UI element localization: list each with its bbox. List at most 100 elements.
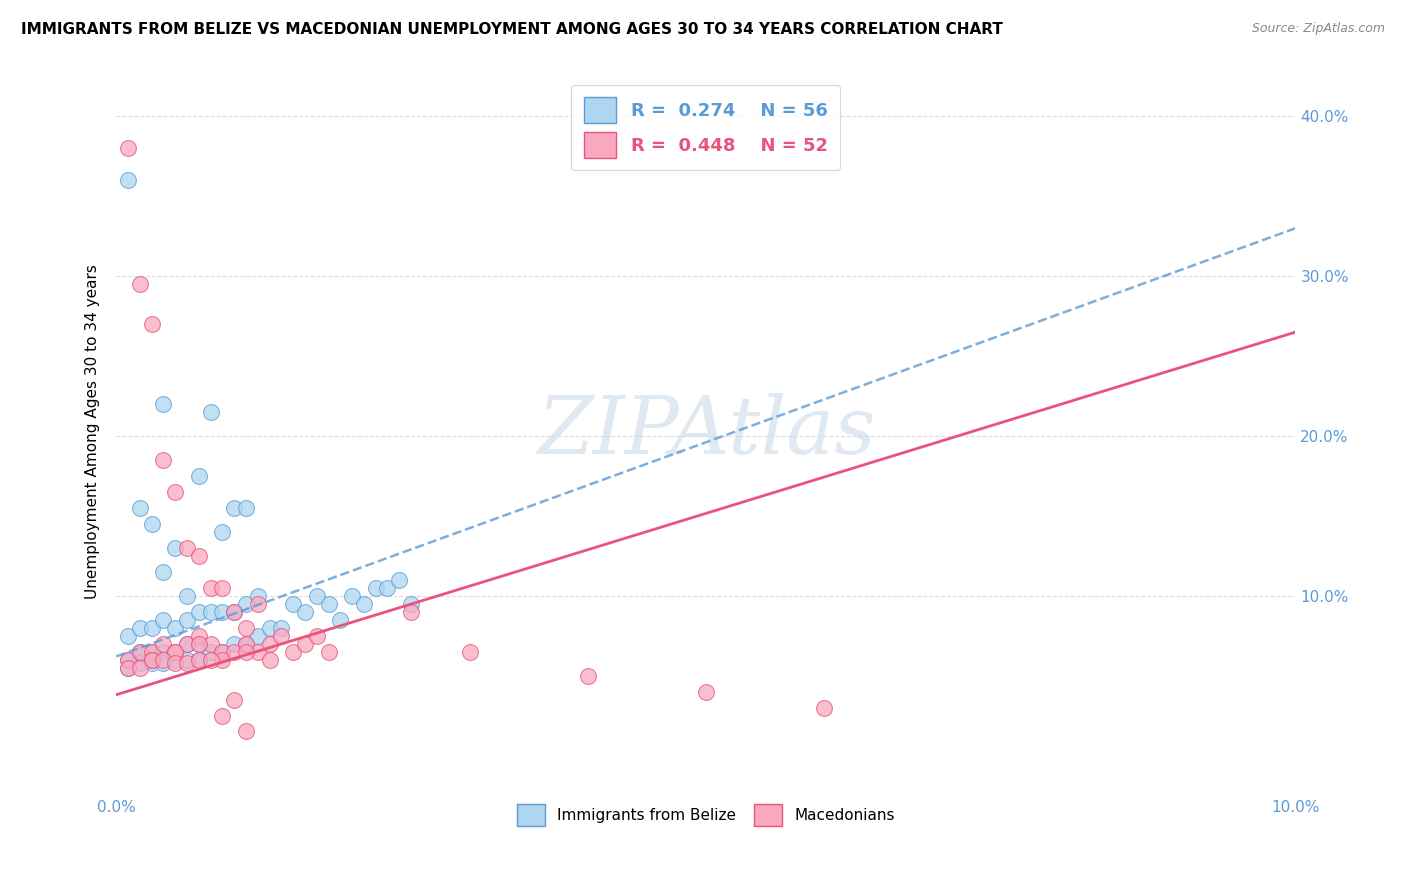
Point bbox=[211, 605, 233, 619]
Point bbox=[187, 549, 209, 563]
Point bbox=[141, 645, 163, 659]
Point bbox=[281, 645, 304, 659]
Point bbox=[235, 637, 257, 651]
Point bbox=[458, 645, 481, 659]
Point bbox=[200, 581, 222, 595]
Point bbox=[399, 605, 422, 619]
Point bbox=[187, 469, 209, 483]
Point bbox=[235, 724, 257, 739]
Point bbox=[165, 541, 187, 555]
Point bbox=[318, 645, 340, 659]
Point bbox=[141, 317, 163, 331]
Point bbox=[200, 637, 222, 651]
Point bbox=[235, 500, 257, 515]
Point bbox=[318, 597, 340, 611]
Point bbox=[340, 589, 363, 603]
Point bbox=[294, 637, 316, 651]
Point bbox=[235, 645, 257, 659]
Point bbox=[235, 637, 257, 651]
Point bbox=[695, 684, 717, 698]
Point bbox=[224, 645, 246, 659]
Point bbox=[246, 629, 269, 643]
Point bbox=[141, 652, 163, 666]
Point bbox=[176, 637, 198, 651]
Point bbox=[176, 589, 198, 603]
Point bbox=[117, 652, 139, 666]
Point bbox=[128, 645, 150, 659]
Point bbox=[152, 397, 174, 411]
Point bbox=[117, 652, 139, 666]
Point bbox=[224, 500, 246, 515]
Legend: Immigrants from Belize, Macedonians: Immigrants from Belize, Macedonians bbox=[508, 795, 904, 835]
Point bbox=[246, 645, 269, 659]
Point bbox=[211, 708, 233, 723]
Point bbox=[329, 613, 352, 627]
Point bbox=[128, 656, 150, 670]
Point bbox=[211, 652, 233, 666]
Point bbox=[399, 597, 422, 611]
Point bbox=[200, 645, 222, 659]
Point bbox=[200, 405, 222, 419]
Point bbox=[270, 629, 292, 643]
Point bbox=[165, 484, 187, 499]
Point bbox=[211, 645, 233, 659]
Point bbox=[128, 500, 150, 515]
Point bbox=[176, 613, 198, 627]
Point bbox=[364, 581, 387, 595]
Point bbox=[152, 652, 174, 666]
Point bbox=[165, 656, 187, 670]
Point bbox=[117, 141, 139, 155]
Point bbox=[117, 629, 139, 643]
Point bbox=[117, 660, 139, 674]
Point bbox=[377, 581, 399, 595]
Point bbox=[211, 581, 233, 595]
Point bbox=[141, 516, 163, 531]
Point bbox=[813, 700, 835, 714]
Point bbox=[117, 660, 139, 674]
Point bbox=[152, 453, 174, 467]
Text: IMMIGRANTS FROM BELIZE VS MACEDONIAN UNEMPLOYMENT AMONG AGES 30 TO 34 YEARS CORR: IMMIGRANTS FROM BELIZE VS MACEDONIAN UNE… bbox=[21, 22, 1002, 37]
Point bbox=[281, 597, 304, 611]
Point bbox=[200, 605, 222, 619]
Point bbox=[165, 645, 187, 659]
Point bbox=[187, 629, 209, 643]
Point bbox=[305, 589, 328, 603]
Point bbox=[224, 637, 246, 651]
Text: Source: ZipAtlas.com: Source: ZipAtlas.com bbox=[1251, 22, 1385, 36]
Point bbox=[152, 645, 174, 659]
Point bbox=[165, 645, 187, 659]
Point bbox=[224, 605, 246, 619]
Point bbox=[128, 645, 150, 659]
Text: ZIPAtlas: ZIPAtlas bbox=[537, 393, 875, 471]
Point bbox=[128, 277, 150, 292]
Point bbox=[117, 173, 139, 187]
Point bbox=[246, 597, 269, 611]
Point bbox=[187, 637, 209, 651]
Point bbox=[576, 668, 599, 682]
Point bbox=[259, 621, 281, 635]
Point bbox=[200, 652, 222, 666]
Point bbox=[388, 573, 411, 587]
Point bbox=[211, 645, 233, 659]
Point bbox=[246, 589, 269, 603]
Point bbox=[176, 656, 198, 670]
Point bbox=[353, 597, 375, 611]
Point bbox=[152, 656, 174, 670]
Point bbox=[141, 652, 163, 666]
Point bbox=[235, 621, 257, 635]
Point bbox=[187, 652, 209, 666]
Point bbox=[259, 652, 281, 666]
Point bbox=[187, 637, 209, 651]
Point bbox=[305, 629, 328, 643]
Point bbox=[165, 652, 187, 666]
Point bbox=[165, 645, 187, 659]
Point bbox=[128, 621, 150, 635]
Y-axis label: Unemployment Among Ages 30 to 34 years: Unemployment Among Ages 30 to 34 years bbox=[86, 265, 100, 599]
Point bbox=[224, 692, 246, 706]
Point bbox=[152, 613, 174, 627]
Point bbox=[128, 660, 150, 674]
Point bbox=[224, 605, 246, 619]
Point bbox=[141, 645, 163, 659]
Point bbox=[259, 637, 281, 651]
Point bbox=[152, 565, 174, 579]
